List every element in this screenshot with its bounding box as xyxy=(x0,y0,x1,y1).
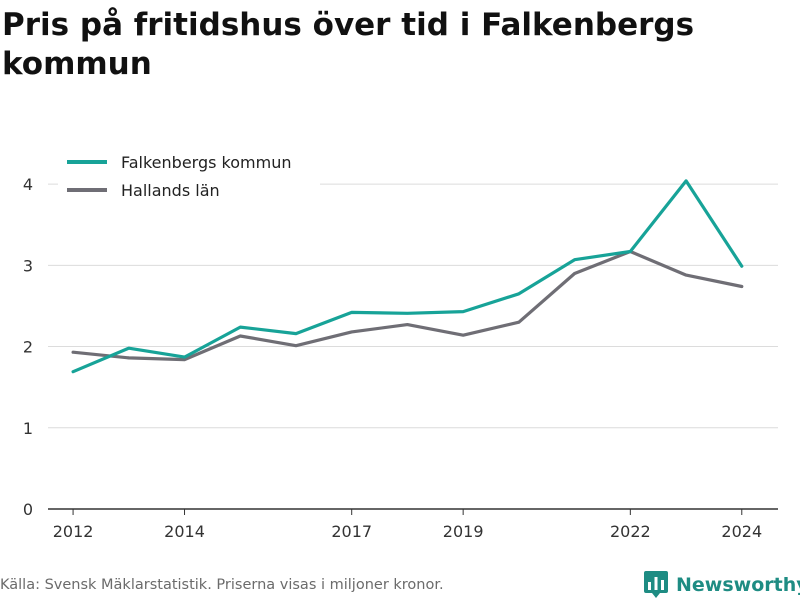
x-tick-label: 2019 xyxy=(443,522,484,541)
x-axis-ticks: 2012 2014 2017 2019 2022 2024 xyxy=(53,509,762,541)
series-line-falkenbergs-kommun xyxy=(71,179,744,374)
y-tick-label: 1 xyxy=(23,419,33,438)
y-axis-ticks: 0 1 2 3 4 xyxy=(23,175,33,519)
legend-background xyxy=(58,145,320,207)
x-tick-label: 2014 xyxy=(164,522,205,541)
newsworthy-logo-icon xyxy=(644,571,668,598)
legend: Falkenbergs kommun Hallands län xyxy=(58,145,320,207)
series-lines xyxy=(71,179,744,374)
chart-title: Pris på fritidshus över tid i Falkenberg… xyxy=(2,7,695,82)
y-tick-label: 0 xyxy=(23,500,33,519)
y-tick-label: 2 xyxy=(23,338,33,357)
source-note: Källa: Svensk Mäklarstatistik. Priserna … xyxy=(0,577,444,593)
legend-label: Falkenbergs kommun xyxy=(121,153,291,172)
brand-logo: Newsworthy xyxy=(644,570,800,600)
x-tick-label: 2012 xyxy=(53,522,94,541)
series-line-hallands-lan xyxy=(71,249,744,362)
gridlines xyxy=(48,183,778,510)
x-tick-label: 2017 xyxy=(331,522,372,541)
brand-name: Newsworthy xyxy=(676,574,800,596)
y-tick-label: 3 xyxy=(23,256,33,275)
x-tick-label: 2024 xyxy=(721,522,762,541)
y-tick-label: 4 xyxy=(23,175,33,194)
legend-label: Hallands län xyxy=(121,181,220,200)
x-tick-label: 2022 xyxy=(610,522,651,541)
